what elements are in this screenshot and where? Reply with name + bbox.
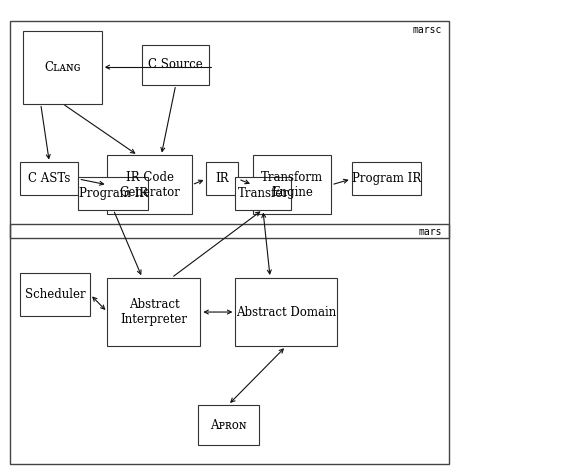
- FancyBboxPatch shape: [23, 31, 102, 104]
- Text: Program IR: Program IR: [78, 187, 148, 200]
- Text: Scheduler: Scheduler: [25, 288, 85, 301]
- Text: mars: mars: [419, 227, 442, 237]
- Text: Transform
Engine: Transform Engine: [261, 171, 323, 199]
- Text: C ASTs: C ASTs: [28, 172, 70, 186]
- Text: Aᴘʀᴏɴ: Aᴘʀᴏɴ: [210, 419, 246, 431]
- FancyBboxPatch shape: [107, 155, 192, 214]
- Text: marsc: marsc: [413, 25, 442, 35]
- FancyBboxPatch shape: [206, 162, 238, 195]
- Text: IR Code
Generator: IR Code Generator: [119, 171, 180, 199]
- Text: Program IR: Program IR: [352, 172, 421, 186]
- Text: Transfer: Transfer: [238, 187, 288, 200]
- Text: Abstract Domain: Abstract Domain: [236, 306, 336, 318]
- FancyBboxPatch shape: [107, 278, 200, 346]
- FancyBboxPatch shape: [142, 45, 209, 85]
- Text: IR: IR: [216, 172, 229, 186]
- FancyBboxPatch shape: [235, 177, 290, 210]
- FancyBboxPatch shape: [253, 155, 331, 214]
- Text: Abstract
Interpreter: Abstract Interpreter: [120, 298, 188, 326]
- Text: C Source: C Source: [148, 58, 203, 71]
- FancyBboxPatch shape: [235, 278, 337, 346]
- Text: Cʟᴀɴɢ: Cʟᴀɴɢ: [44, 61, 81, 73]
- FancyBboxPatch shape: [198, 405, 259, 445]
- FancyBboxPatch shape: [78, 177, 148, 210]
- FancyBboxPatch shape: [20, 162, 78, 195]
- FancyBboxPatch shape: [352, 162, 421, 195]
- FancyBboxPatch shape: [20, 273, 90, 316]
